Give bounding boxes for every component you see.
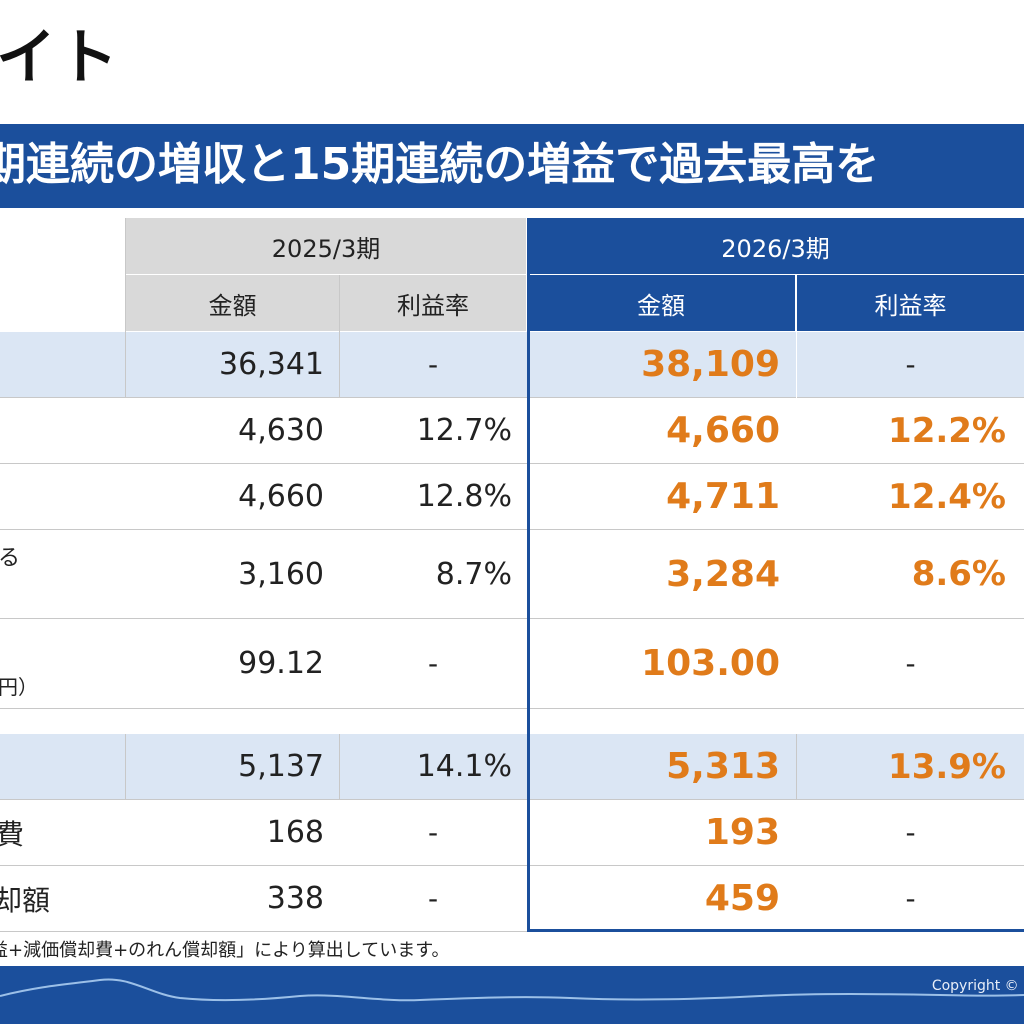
footnote: 益+減価償却費+のれん償却額」により算出しています。 bbox=[0, 940, 450, 961]
row5-prev-amount: 99.12 bbox=[238, 645, 324, 681]
row8-prev-amount: 338 bbox=[266, 881, 324, 916]
row8-prev-margin: - bbox=[427, 882, 439, 915]
row8-curr-margin: - bbox=[905, 882, 916, 915]
headline-text: 期連続の増収と15期連続の増益で過去最高を bbox=[0, 139, 880, 190]
row5-label: 円） bbox=[0, 674, 38, 699]
row8-curr-amount: 459 bbox=[704, 878, 780, 919]
header-prev-margin: 利益率 bbox=[340, 275, 526, 331]
row2-curr-amount: 4,660 bbox=[666, 410, 780, 451]
row3-prev-margin: 12.8% bbox=[416, 479, 512, 514]
row-highlight-bg bbox=[0, 734, 1024, 799]
row2-prev-margin: 12.7% bbox=[416, 413, 512, 448]
row4-prev-amount: 3,160 bbox=[238, 556, 324, 592]
row5-curr-amount: 103.00 bbox=[641, 642, 780, 684]
row5-curr-margin: - bbox=[905, 646, 916, 680]
page-title: イト bbox=[0, 23, 120, 93]
headline-banner: 期連続の増収と15期連続の増益で過去最高を bbox=[0, 124, 1024, 208]
row5-prev-margin: - bbox=[427, 646, 439, 680]
header-prev-amount: 金額 bbox=[126, 275, 339, 331]
row-highlight-bg bbox=[0, 332, 1024, 397]
footer-bar: Copyright © 2026 CO bbox=[0, 966, 1024, 1024]
header-prev-period: 2025/3期 bbox=[126, 218, 526, 274]
row7-curr-margin: - bbox=[905, 816, 916, 849]
header-curr-period: 2026/3期 bbox=[527, 218, 1024, 274]
row6-prev-amount: 5,137 bbox=[238, 749, 324, 784]
row4-curr-amount: 3,284 bbox=[666, 553, 780, 595]
row1-prev-amount: 36,341 bbox=[219, 347, 324, 382]
header-curr-margin: 利益率 bbox=[797, 275, 1024, 331]
row7-label: 費 bbox=[0, 817, 25, 851]
row1-prev-margin: - bbox=[427, 348, 439, 381]
row6-curr-margin: 13.9% bbox=[888, 746, 1006, 787]
row4-prev-margin: 8.7% bbox=[435, 556, 512, 592]
header-curr-amount: 金額 bbox=[527, 275, 795, 331]
row7-curr-amount: 193 bbox=[704, 812, 780, 853]
row6-curr-amount: 5,313 bbox=[666, 746, 780, 787]
row7-prev-amount: 168 bbox=[266, 815, 324, 850]
row1-curr-margin: - bbox=[905, 348, 916, 381]
row1-curr-amount: 38,109 bbox=[641, 344, 780, 385]
row2-curr-margin: 12.2% bbox=[888, 410, 1006, 451]
row7-prev-margin: - bbox=[427, 816, 439, 849]
row4-label: る bbox=[0, 546, 21, 571]
wave-decoration bbox=[0, 978, 1024, 1002]
row3-prev-amount: 4,660 bbox=[238, 479, 324, 514]
row2-prev-amount: 4,630 bbox=[238, 413, 324, 448]
row3-curr-margin: 12.4% bbox=[888, 476, 1006, 517]
row8-label: 却額 bbox=[0, 883, 51, 917]
row4-curr-margin: 8.6% bbox=[911, 554, 1006, 594]
row3-curr-amount: 4,711 bbox=[666, 476, 780, 517]
row6-prev-margin: 14.1% bbox=[416, 749, 512, 784]
copyright-text: Copyright © 2026 CO bbox=[931, 978, 1024, 994]
